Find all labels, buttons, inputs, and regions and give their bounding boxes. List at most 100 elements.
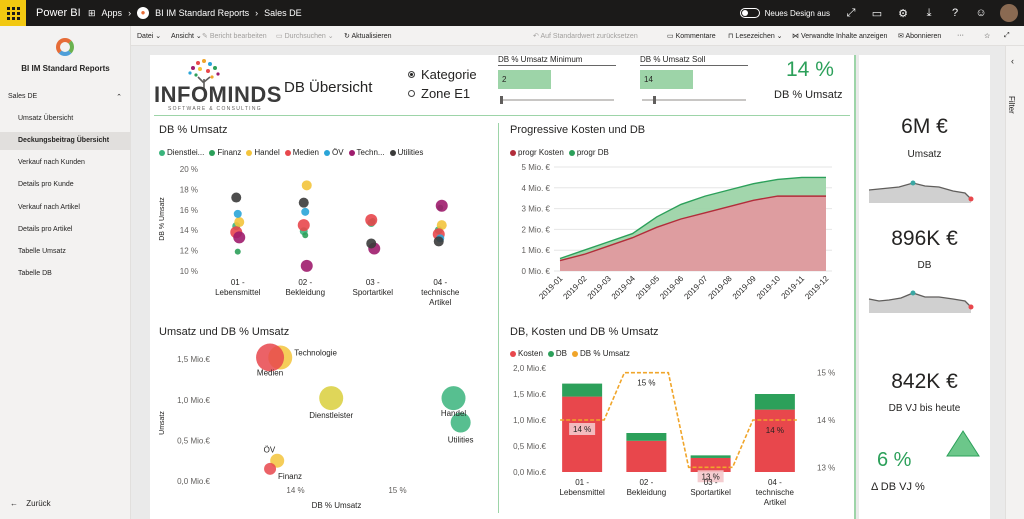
nav-item-tabelle-db[interactable]: Tabelle DB (18, 270, 52, 277)
data-point (301, 180, 312, 191)
nav-item-details-pro-artikel[interactable]: Details pro Artikel (18, 226, 73, 233)
radio-zone-e1[interactable]: Zone E1 (408, 86, 470, 101)
x-tick-label: Artikel (429, 298, 451, 307)
menu-ansicht[interactable]: Ansicht ⌄ (171, 33, 202, 40)
y-tick-label: 16 % (180, 206, 198, 215)
umsatz-trend-sparkline[interactable] (867, 177, 983, 205)
related-content-button[interactable]: ⋈ Verwandte Inhalte anzeigen (792, 33, 888, 40)
nav-item-verkauf-nach-artikel[interactable]: Verkauf nach Artikel (18, 204, 80, 211)
x-tick-label: 2019-02 (561, 274, 589, 302)
download-icon[interactable]: ⤓ (926, 6, 932, 19)
x-tick-label: 02 - (298, 278, 312, 287)
refresh-button[interactable]: ↻ Aktualisieren (344, 33, 392, 40)
nav-item-verkauf-nach-kunden[interactable]: Verkauf nach Kunden (18, 159, 85, 166)
x-tick-label: 2019-06 (658, 274, 686, 302)
x-tick-label: 03 - (704, 478, 718, 487)
x-tick-label: technische (421, 288, 460, 297)
comment-icon: ▭ (667, 33, 674, 40)
chart-progressive-area[interactable]: 5 Mio. € 4 Mio. € 3 Mio. € 2 Mio. € 1 Mio. €… (502, 159, 852, 309)
chart-db-pct-scatter[interactable]: 20 % 18 % 16 % 14 % 12 % 10 % DB % Umsatz 01 -L… (154, 159, 494, 315)
bubble-point (264, 462, 277, 475)
help-icon[interactable]: ? (951, 7, 959, 19)
x-tick-label: 2019-12 (803, 274, 831, 302)
x-tick-label: 15 % (388, 486, 406, 495)
radio-empty-icon (408, 90, 415, 97)
explore-button[interactable]: ▭ Durchsuchen ⌄ (276, 33, 334, 40)
vertical-divider (498, 123, 499, 513)
favorite-icon[interactable]: ☆ (984, 33, 991, 40)
slicer-min-handle[interactable] (500, 96, 503, 104)
slicer-soll-handle[interactable] (653, 96, 656, 104)
breadcrumb-apps[interactable]: Apps (101, 8, 123, 18)
brand-name[interactable]: Power BI (36, 7, 81, 19)
nav-item-details-pro-kunde[interactable]: Details pro Kunde (18, 181, 74, 188)
data-point (297, 219, 310, 232)
x-tick-label: 2019-08 (707, 274, 735, 302)
sparkline-last-point (968, 304, 974, 310)
expand-icon[interactable]: ⤢ (846, 6, 856, 19)
series-line-progr-kosten (559, 195, 826, 262)
x-tick-label: 03 - (366, 278, 380, 287)
edit-report-button[interactable]: ✎ Bericht bearbeiten (202, 33, 267, 40)
mail-icon: ✉ (898, 33, 904, 40)
y-tick-label: 1,0 Mio.€ (177, 396, 210, 405)
chart-db-kosten-bar[interactable]: 2,0 Mio.€ 1,5 Mio.€ 1,0 Mio.€ 0,5 Mio.€ 0,0 … (502, 360, 852, 516)
filter-pane[interactable]: ‹ Filter (1005, 46, 1024, 519)
y-tick-label: 1,0 Mio.€ (513, 416, 546, 425)
db-trend-sparkline[interactable] (867, 287, 983, 315)
smiley-icon[interactable]: ☺ (975, 7, 987, 19)
card-db-label: DB (917, 260, 932, 271)
legend-item: Handel (246, 148, 280, 157)
bar-db (690, 455, 731, 458)
y-tick-label: 1,5 Mio.€ (513, 390, 546, 399)
kpi-db-pct-value: 14 % (786, 58, 834, 81)
data-point (302, 232, 309, 239)
nav-item-deckungsbeitrag-uebersicht[interactable]: Deckungsbeitrag Übersicht (0, 132, 131, 150)
fullscreen-icon[interactable]: ⤢ (1004, 32, 1010, 39)
slicer-soll-track[interactable] (642, 99, 746, 101)
slicer-min-input[interactable]: 2 (498, 70, 551, 89)
x-tick-label: Sportartikel (690, 488, 731, 497)
x-tick-label: 01 - (575, 478, 589, 487)
y-tick-label: 4 Mio. € (522, 184, 551, 193)
share-icon: ⋈ (792, 33, 799, 40)
x-tick-label: 2019-10 (755, 274, 783, 302)
bookmarks-button[interactable]: ⊓ Lesezeichen ⌄ (728, 33, 783, 40)
card-umsatz-value: 6M € (901, 115, 948, 138)
filter-pane-label[interactable]: Filter (1007, 96, 1016, 114)
bubble-label: Medien (257, 369, 283, 378)
new-design-toggle[interactable] (739, 8, 760, 18)
line-db-pct (560, 371, 797, 469)
more-options-icon[interactable]: ··· (957, 32, 964, 39)
menu-datei[interactable]: Datei ⌄ (137, 33, 162, 40)
sparkline-highlight-point (910, 290, 916, 296)
chevron-left-icon[interactable]: ‹ (1011, 56, 1014, 66)
series-line-progr-db (559, 176, 826, 260)
nav-item-tabelle-umsatz[interactable]: Tabelle Umsatz (18, 248, 66, 255)
slicer-min-track[interactable] (500, 99, 614, 101)
chart-db-kosten-title: DB, Kosten und DB % Umsatz (510, 326, 659, 338)
chart-umsatz-db-bubble[interactable]: 1,5 Mio.€ 1,0 Mio.€ 0,5 Mio.€ 0,0 Mio.€ Umsa… (154, 343, 494, 515)
y-tick-label: 1 Mio. € (522, 246, 551, 255)
y-tick-label: 2,0 Mio.€ (513, 364, 546, 373)
feedback-icon[interactable]: ▭ (871, 7, 883, 20)
nav-item-umsatz-uebersicht[interactable]: Umsatz Übersicht (18, 115, 74, 122)
reset-default-button[interactable]: ↶ Auf Standardwert zurücksetzen (533, 33, 638, 40)
nav-section-sales-de[interactable]: Sales DE ⌃ (8, 93, 122, 101)
breadcrumb-report[interactable]: Sales DE (264, 8, 302, 18)
settings-icon[interactable]: ⚙ (898, 7, 908, 20)
comments-button[interactable]: ▭ Kommentare (667, 33, 716, 40)
refresh-icon: ↻ (344, 33, 350, 40)
slicer-soll-input[interactable]: 14 (640, 70, 693, 89)
data-point (234, 217, 245, 228)
subscribe-button[interactable]: ✉ Abonnieren (898, 33, 942, 40)
workspace-icon: ● (137, 7, 150, 19)
breadcrumb-workspace[interactable]: BI IM Standard Reports (155, 8, 250, 18)
avatar[interactable] (1000, 4, 1018, 22)
back-button[interactable]: ← Zurück (10, 499, 51, 508)
bubble-label: Dienstleister (309, 411, 353, 420)
right-divider (854, 55, 856, 519)
app-launcher-icon[interactable] (0, 0, 26, 26)
radio-kategorie[interactable]: Kategorie (408, 67, 477, 82)
y-tick-label: 0 Mio. € (522, 267, 551, 276)
